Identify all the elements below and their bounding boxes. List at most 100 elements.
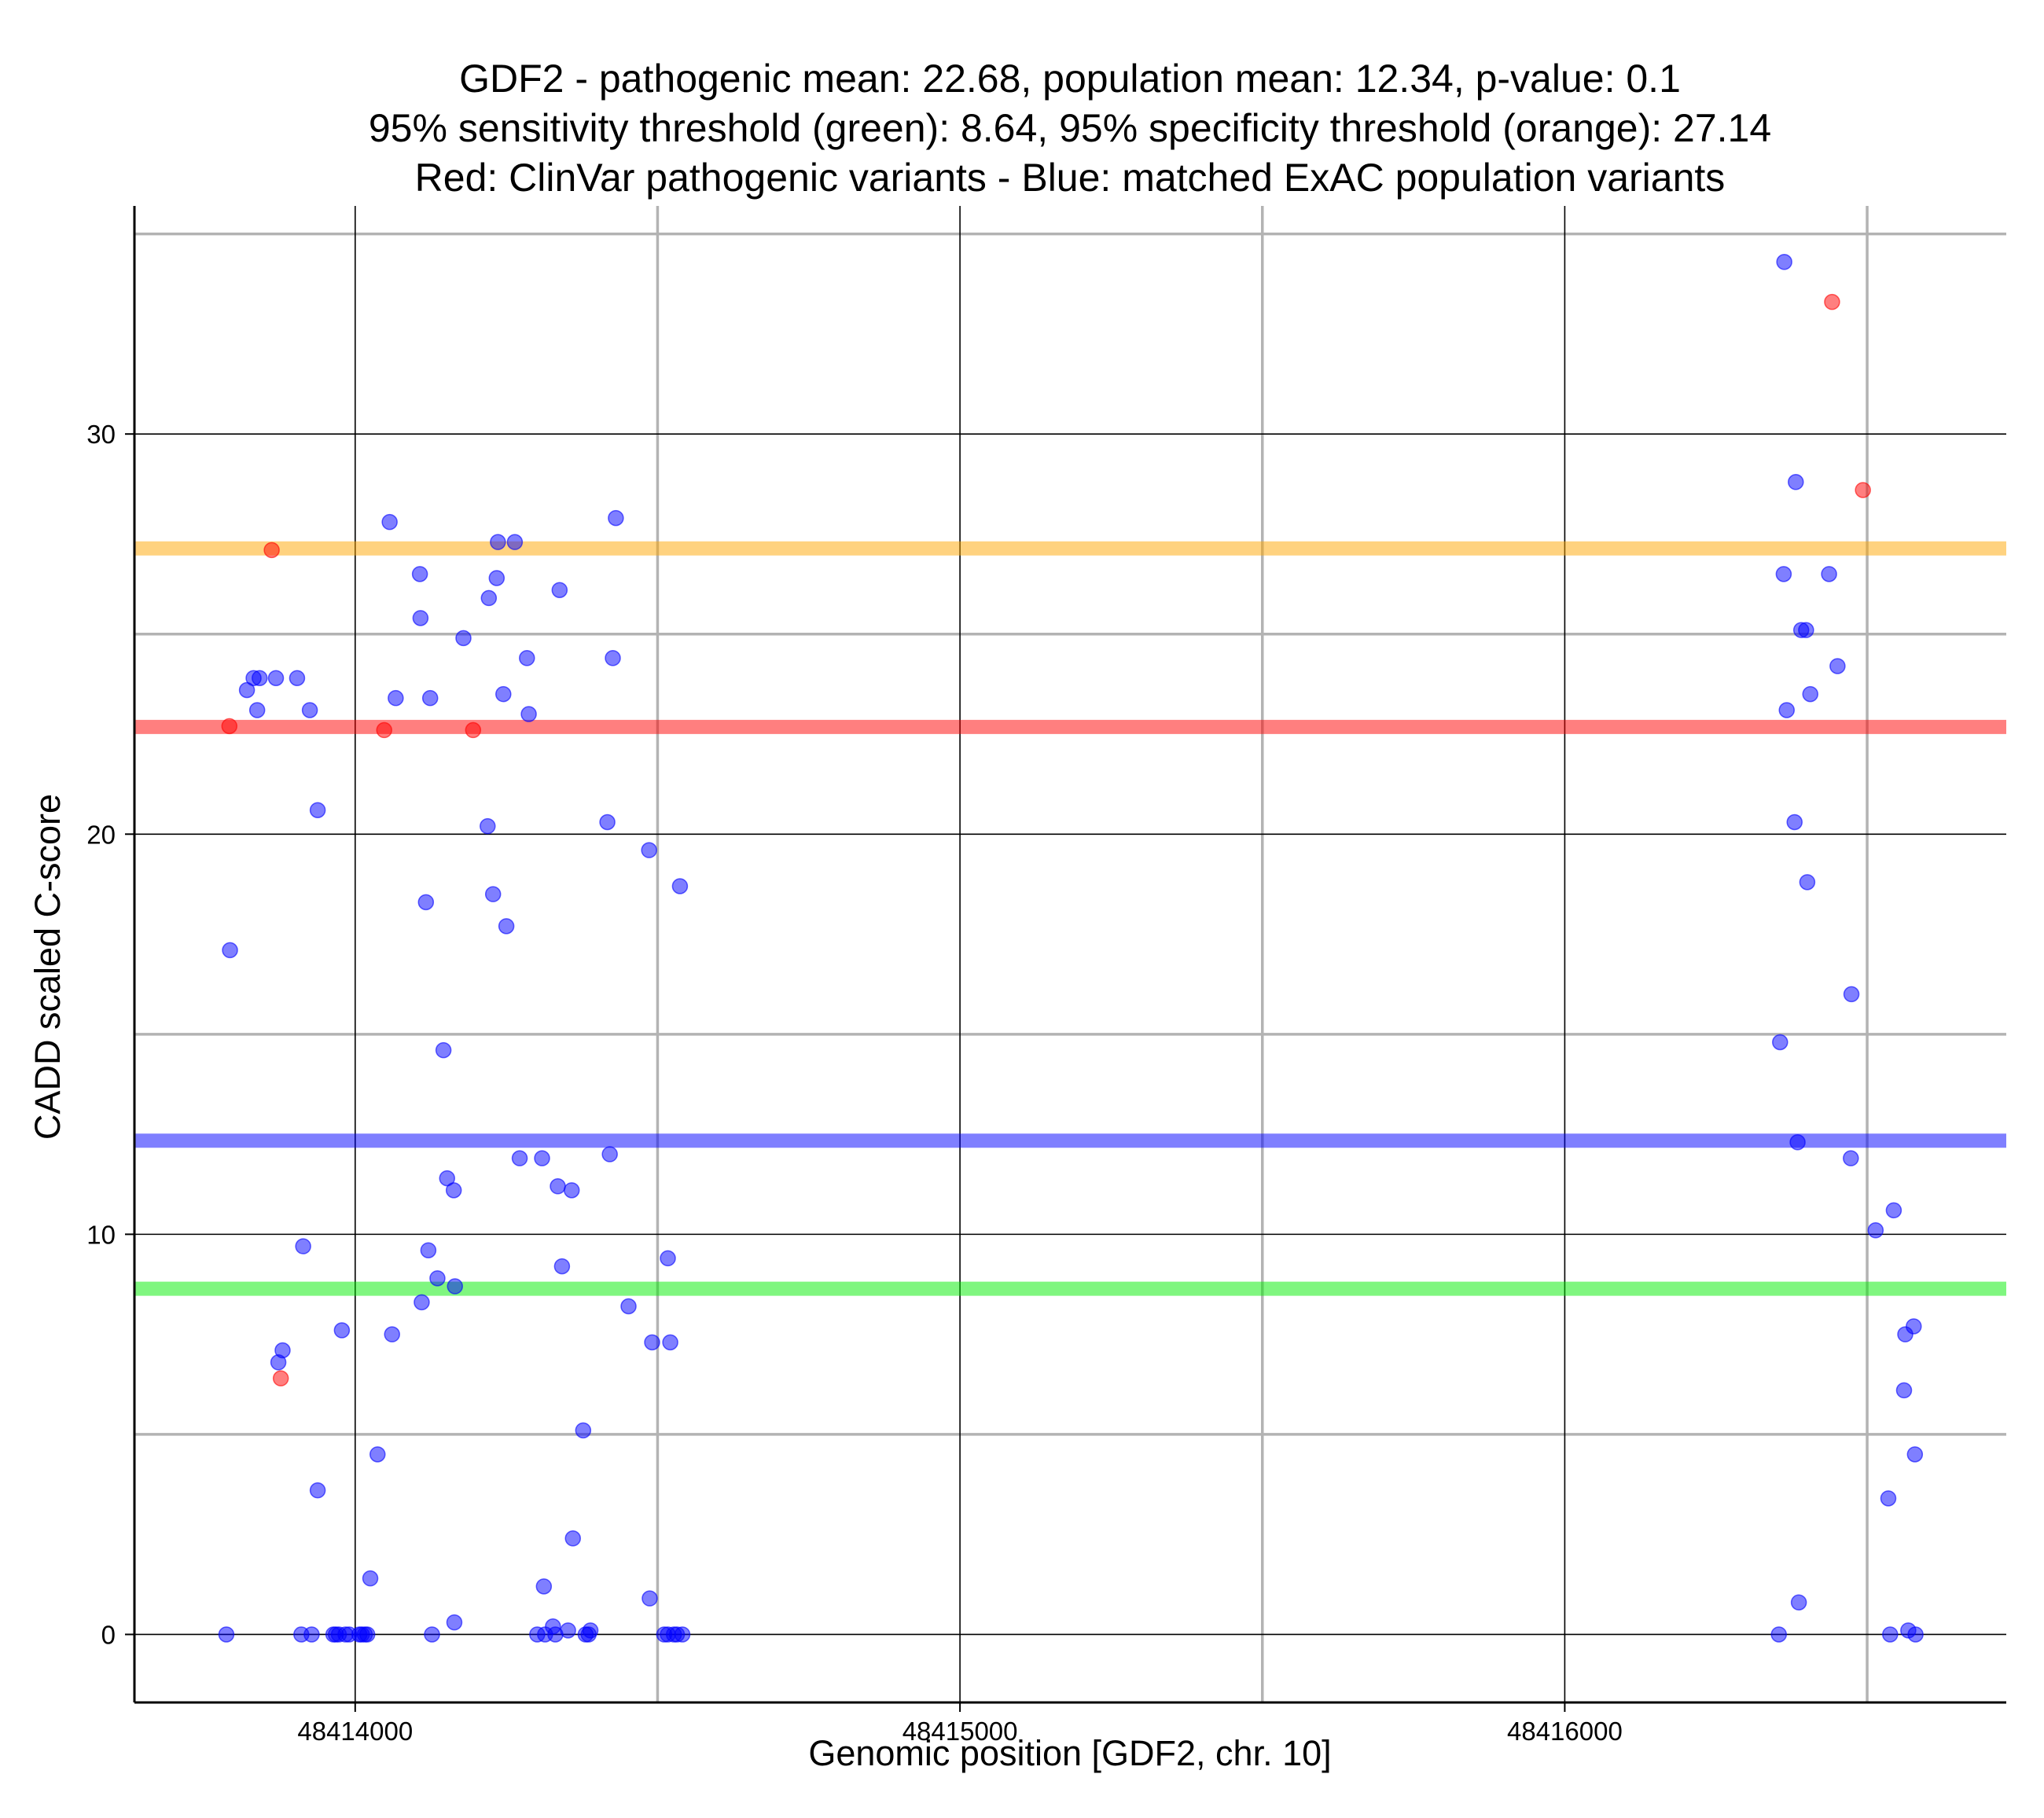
population-variant-point xyxy=(575,1422,592,1439)
population-variant-point xyxy=(674,1626,691,1643)
population-variant-point xyxy=(488,570,505,586)
population-variant-point xyxy=(480,817,496,835)
population-variant-point xyxy=(218,1626,235,1643)
population-variant-point xyxy=(1798,622,1814,638)
population-variant-point xyxy=(1867,1222,1884,1239)
population-variant-point xyxy=(1829,658,1846,674)
population-variant-point xyxy=(1821,566,1837,582)
reference-lines xyxy=(134,541,2006,1296)
population-variant-point xyxy=(309,802,326,818)
population-variant-point xyxy=(1843,1150,1859,1166)
population-variant-point xyxy=(1788,474,1804,490)
population-variant-point xyxy=(251,670,268,686)
population-variant-point xyxy=(519,650,535,667)
population-variant-point xyxy=(424,1626,440,1643)
population-variant-point xyxy=(384,1326,400,1342)
x-tick-label: 48416000 xyxy=(1507,1717,1623,1746)
chart-title-line-3: Red: ClinVar pathogenic variants - Blue:… xyxy=(415,156,1726,200)
population-variant-point xyxy=(446,1614,463,1631)
population-variant-point xyxy=(660,1250,676,1267)
population-variant-point xyxy=(551,582,568,598)
population-variant-point xyxy=(608,509,624,527)
population-variant-point xyxy=(534,1150,550,1166)
population-variant-point xyxy=(274,1342,291,1359)
population-variant-point xyxy=(601,1146,618,1162)
pathogenic-variant-point xyxy=(263,542,280,559)
population-variant-point xyxy=(1802,685,1818,703)
axes xyxy=(133,206,2006,1704)
population-variant-point xyxy=(1770,1626,1787,1643)
population-variant-point xyxy=(267,670,285,686)
pathogenic-variant-point xyxy=(376,722,392,739)
chart-title-line-2: 95% sensitivity threshold (green): 8.64,… xyxy=(369,106,1771,150)
population-variant-point xyxy=(455,630,472,647)
population-variant-point xyxy=(605,650,621,667)
y-tick-label: 0 xyxy=(101,1620,116,1649)
population-variant-point xyxy=(303,1626,320,1643)
pathogenic-variant-point xyxy=(272,1370,289,1386)
population-variant-point xyxy=(289,670,306,686)
population-variant-point xyxy=(495,685,512,703)
tick-labels: 0 10 20 30 48414000 48415000 48416000 xyxy=(86,420,1623,1746)
population-variant-point xyxy=(381,513,398,531)
population-variant-point xyxy=(498,918,515,935)
population-variant-point xyxy=(564,1530,581,1547)
population-variant-point xyxy=(1843,986,1860,1003)
population-variant-point xyxy=(358,1626,376,1643)
population-variant-point xyxy=(435,1041,452,1059)
population-variant-point xyxy=(1786,814,1803,831)
population-variant-point xyxy=(511,1150,528,1166)
pathogenic-variant-point xyxy=(1824,293,1840,310)
population-variant-point xyxy=(445,1182,462,1199)
population-variant-point xyxy=(417,894,435,911)
x-axis-title: Genomic position [GDF2, chr. 10] xyxy=(808,1733,1331,1773)
y-tick-label: 10 xyxy=(86,1220,116,1249)
population-variant-point xyxy=(506,534,524,550)
pathogenic-variant-point xyxy=(465,722,482,739)
population-variant-point xyxy=(642,1590,658,1607)
population-variant-point xyxy=(1776,254,1792,270)
population-variant-point xyxy=(1880,1490,1897,1507)
population-variant-point xyxy=(388,689,404,707)
population-variant-point xyxy=(582,1622,599,1639)
population-variant-point xyxy=(412,610,429,626)
population-variant-point xyxy=(535,1578,553,1595)
population-variant-point xyxy=(490,534,506,550)
population-variant-point xyxy=(362,1570,379,1587)
grid-layer xyxy=(134,206,2006,1702)
population-variant-point xyxy=(295,1238,311,1254)
population-variant-point xyxy=(550,1178,566,1195)
population-variant-point xyxy=(1778,702,1795,718)
population-variant-point xyxy=(1775,566,1792,582)
population-variant-point xyxy=(520,706,537,722)
population-variant-point xyxy=(333,1322,351,1339)
population-variant-point xyxy=(420,1242,437,1258)
population-variant-point xyxy=(641,842,657,858)
x-tick-label: 48414000 xyxy=(297,1717,413,1746)
population-variant-point xyxy=(222,942,238,959)
population-variant-point xyxy=(411,566,428,582)
population-variant-point xyxy=(301,702,318,718)
population-variant-point xyxy=(1799,874,1816,891)
population-variant-point xyxy=(447,1278,463,1295)
population-variant-point xyxy=(563,1182,580,1199)
population-variant-point xyxy=(599,814,616,831)
y-tick-label: 30 xyxy=(86,420,116,449)
population-variant-point xyxy=(671,878,689,894)
population-variant-point xyxy=(1882,1626,1899,1643)
pathogenic-variant-point xyxy=(221,718,238,735)
data-points xyxy=(218,254,1924,1643)
chart-title: GDF2 - pathogenic mean: 22.68, populatio… xyxy=(369,57,1771,200)
pathogenic-variant-point xyxy=(1855,482,1871,498)
y-axis-title: CADD scaled C-score xyxy=(28,794,68,1140)
population-variant-point xyxy=(1895,1382,1913,1399)
population-variant-point xyxy=(480,589,498,607)
population-variant-point xyxy=(429,1270,446,1287)
population-variant-point xyxy=(369,1446,386,1463)
population-variant-point xyxy=(1907,1626,1924,1643)
population-variant-point xyxy=(248,702,266,718)
x-tick-label: 48415000 xyxy=(903,1717,1018,1746)
population-variant-point xyxy=(484,886,502,902)
